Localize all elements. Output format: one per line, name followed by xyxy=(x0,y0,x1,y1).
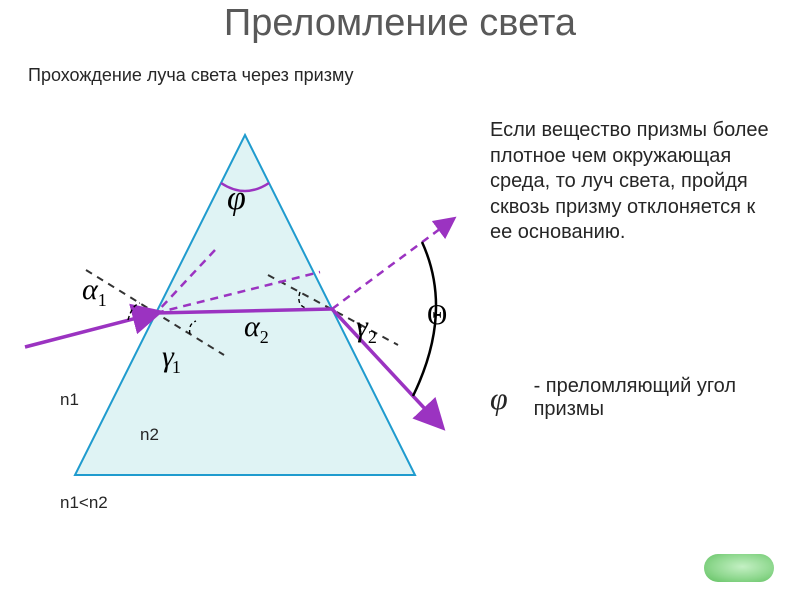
incident-ray xyxy=(25,313,156,347)
relation-label: n1<n2 xyxy=(60,493,108,513)
description-text: Если вещество призмы более плотное чем о… xyxy=(490,118,770,246)
phi-label: φ xyxy=(227,180,246,218)
gamma1-label: γ1 xyxy=(162,340,181,378)
page-title: Преломление света xyxy=(0,0,800,45)
phi-definition-text: - преломляющий угол призмы xyxy=(534,375,754,421)
unrefracted-ray xyxy=(332,220,452,309)
alpha1-label: α1 xyxy=(82,273,107,311)
n2-label: n2 xyxy=(140,425,159,445)
phi-definition: φ - преломляющий угол призмы xyxy=(490,375,770,421)
gamma2-label: γ2 xyxy=(356,310,377,348)
phi-symbol: φ xyxy=(490,380,528,417)
n1-label: n1 xyxy=(60,390,79,410)
decorative-pill xyxy=(704,554,774,582)
theta-label: Θ xyxy=(427,300,447,332)
alpha2-label: α2 xyxy=(244,310,269,348)
subtitle: Прохождение луча света через призму xyxy=(0,45,800,86)
prism-diagram: /* attributes patched below */ φ α1 γ1 xyxy=(20,115,460,515)
